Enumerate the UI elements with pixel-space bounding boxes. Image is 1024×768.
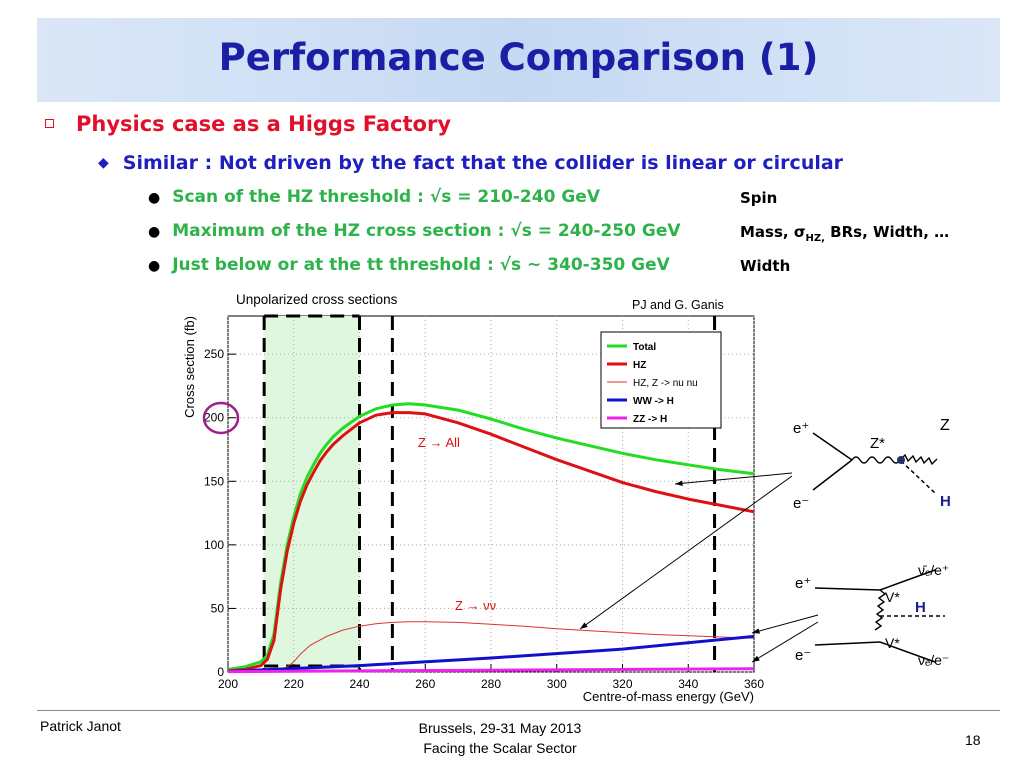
x-tick-label: 220 (284, 677, 304, 691)
y-tick-label: 250 (204, 347, 224, 361)
right-note-2-pre: Mass, σ (740, 223, 806, 241)
right-note-3: Width (740, 257, 791, 275)
callout-arrow (674, 472, 793, 485)
right-note-2-post: BRs, Width, … (824, 223, 950, 241)
callout-arrow-head (752, 655, 760, 662)
annotation-z-all: Z → All (418, 435, 460, 450)
callout-arrow (751, 621, 819, 663)
bullet3-3-text: Just below or at the tt threshold : √s ~… (172, 255, 670, 275)
annotation-z-nunu: Z → νν (455, 598, 496, 613)
legend-entry: WW -> H (633, 396, 674, 407)
legend-entry: HZ (633, 360, 646, 371)
footer-event-line1: Brussels, 29-31 May 2013 (418, 720, 582, 736)
legend-entry: Total (633, 342, 656, 353)
y-tick-label: 50 (211, 601, 225, 615)
series-line-4 (227, 667, 755, 674)
x-tick-label: 280 (481, 677, 501, 691)
footer-divider (37, 710, 1000, 711)
bullet2-text: Similar : Not driven by the fact that th… (122, 152, 844, 174)
bullet-level3-2: ● Maximum of the HZ cross section : √s = … (148, 221, 681, 241)
bullet-level3-1: ● Scan of the HZ threshold : √s = 210-240… (148, 187, 600, 207)
footer-author: Patrick Janot (40, 718, 121, 734)
dot-bullet-icon: ● (148, 258, 161, 274)
callout-arrow-head (675, 480, 683, 487)
x-tick-label: 300 (547, 677, 567, 691)
legend-entry: HZ, Z -> nu nu (633, 378, 698, 389)
credit-note: PJ and G. Ganis (632, 298, 724, 312)
callout-arrow (751, 614, 819, 634)
bullet-level2: ◆ Similar : Not driven by the fact that t… (98, 152, 843, 174)
highlight-ring (202, 401, 240, 435)
diamond-bullet-icon: ◆ (98, 155, 109, 171)
y-tick-label: 200 (204, 411, 224, 425)
callout-arrow-head (580, 622, 588, 629)
bullet3-1-text: Scan of the HZ threshold : √s = 210-240 … (172, 187, 600, 207)
footer-event-line2: Facing the Scalar Sector (423, 740, 577, 756)
dot-bullet-icon: ● (148, 190, 161, 206)
y-tick-label: 100 (204, 538, 224, 552)
page-number: 18 (965, 732, 981, 748)
y-axis-label: Cross section (fb) (182, 316, 197, 418)
x-tick-label: 360 (744, 677, 764, 691)
dot-bullet-icon: ● (148, 224, 161, 240)
x-tick-label: 320 (612, 677, 632, 691)
title-bar: Performance Comparison (1) (37, 18, 1000, 102)
x-tick-label: 260 (415, 677, 435, 691)
x-tick-label: 340 (678, 677, 698, 691)
bullet-level3-3: ● Just below or at the tt threshold : √s … (148, 255, 670, 275)
callout-arrow-head (752, 628, 760, 634)
bullet3-2-text: Maximum of the HZ cross section : √s = 2… (172, 221, 681, 241)
legend-entry: ZZ -> H (633, 414, 667, 425)
series-line-3 (227, 634, 755, 673)
series-line-2 (277, 621, 755, 672)
legend-box (600, 331, 722, 429)
callout-arrow (579, 475, 793, 630)
right-note-2: Mass, σHZ, BRs, Width, … (740, 223, 949, 244)
x-tick-label: 240 (349, 677, 369, 691)
x-tick-label: 200 (218, 677, 238, 691)
x-axis-label: Centre-of-mass energy (GeV) (583, 689, 754, 704)
footer-event: Brussels, 29-31 May 2013 Facing the Scal… (300, 718, 700, 758)
square-bullet-icon (45, 119, 54, 128)
unpolarized-note: Unpolarized cross sections (236, 292, 398, 307)
right-note-1: Spin (740, 189, 778, 207)
right-note-2-sub: HZ, (805, 233, 825, 244)
y-tick-label: 0 (217, 665, 224, 679)
hz-threshold-region (264, 316, 360, 672)
bullet1-text: Physics case as a Higgs Factory (76, 112, 452, 136)
y-tick-label: 150 (204, 474, 224, 488)
bullet-level1: Physics case as a Higgs Factory (45, 112, 451, 136)
series-line-1 (227, 411, 755, 673)
slide-title: Performance Comparison (1) (218, 36, 819, 79)
